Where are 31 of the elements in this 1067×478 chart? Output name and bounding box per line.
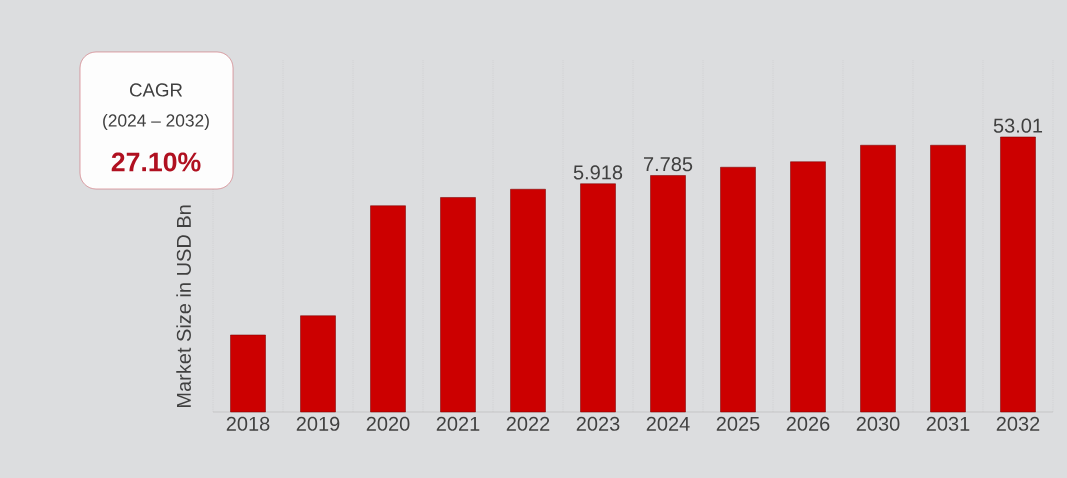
x-tick-label: 2024 [646, 416, 690, 431]
bar [720, 166, 756, 413]
x-tick-label: 2023 [576, 416, 620, 431]
bar [1000, 136, 1036, 413]
y-axis-title: Market Size in USD Bn [176, 205, 191, 408]
annotation: 5.918 [573, 165, 623, 180]
x-tick-label: 2020 [366, 416, 410, 431]
bar [300, 315, 336, 413]
text: CAGR [129, 83, 183, 97]
bar [440, 197, 476, 413]
bar [650, 175, 686, 413]
x-tick-label: 2032 [996, 416, 1040, 431]
bar [230, 334, 266, 413]
bar [860, 144, 896, 413]
text: 27.10% [111, 152, 201, 172]
x-tick-label: 2022 [506, 416, 550, 431]
bar [510, 188, 546, 413]
bar [580, 183, 616, 413]
x-tick-label: 2026 [786, 416, 830, 431]
x-tick-label: 2019 [296, 416, 340, 431]
x-tick-label: 2025 [716, 416, 760, 431]
x-tick-label: 2021 [436, 416, 480, 431]
x-tick-label: 2018 [226, 416, 270, 431]
annotation: 53.01 [993, 118, 1043, 133]
annotation: 7.785 [644, 157, 693, 172]
x-tick-label: 2031 [926, 416, 970, 431]
bar [370, 205, 406, 413]
x-tick-label: 2030 [856, 416, 900, 431]
bar [930, 144, 966, 413]
bar [790, 161, 826, 413]
text: (2024 – 2032) [103, 113, 209, 131]
